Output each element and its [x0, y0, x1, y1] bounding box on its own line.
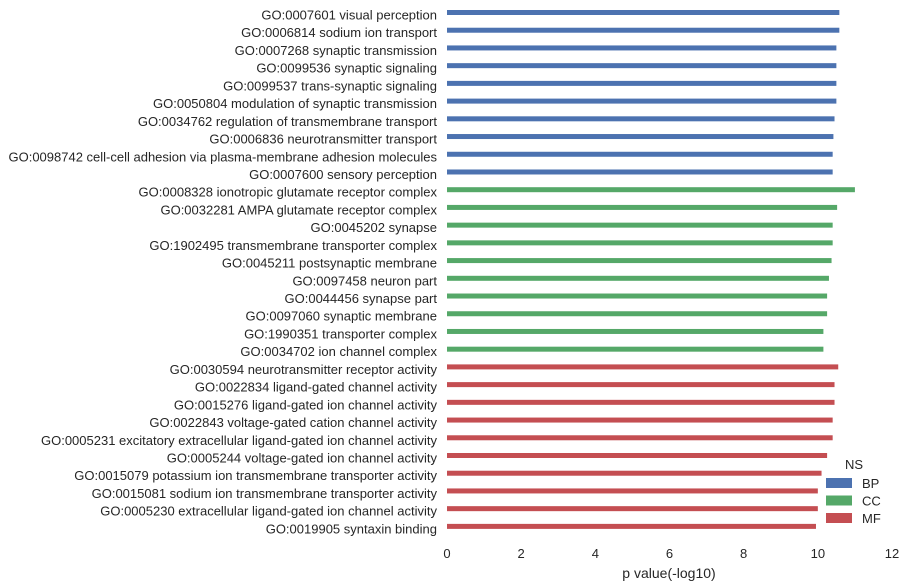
category-label: GO:0032281 AMPA glutamate receptor compl…: [160, 202, 437, 217]
category-label: GO:0007601 visual perception: [261, 8, 437, 23]
category-label: GO:0005244 voltage-gated ion channel act…: [167, 451, 438, 466]
bar: [447, 45, 837, 51]
category-label: GO:0044456 synapse part: [285, 291, 438, 306]
category-label: GO:0045202 synapse: [311, 220, 437, 235]
legend-swatch: [826, 495, 852, 506]
x-axis-ticks: 0 2 4 6 8 10 12: [443, 546, 899, 561]
category-label: GO:0005231 excitatory extracellular liga…: [41, 433, 438, 448]
category-label: GO:0034762 regulation of transmembrane t…: [138, 114, 438, 129]
bar: [447, 222, 833, 228]
x-tick-label: 6: [666, 546, 673, 561]
category-labels: GO:0007601 visual perception GO:0006814 s…: [8, 8, 437, 537]
x-tick-label: 0: [443, 546, 450, 561]
bar: [447, 187, 855, 193]
bar: [447, 240, 833, 246]
category-label: GO:1902495 transmembrane transporter com…: [149, 238, 437, 253]
category-label: GO:0097458 neuron part: [292, 273, 437, 288]
bar: [447, 204, 838, 210]
bar: [447, 80, 837, 86]
category-label: GO:0050804 modulation of synaptic transm…: [153, 96, 437, 111]
x-tick-label: 10: [811, 546, 825, 561]
category-label: GO:0006814 sodium ion transport: [241, 25, 437, 40]
x-tick-label: 4: [592, 546, 599, 561]
category-label: GO:0022843 voltage-gated cation channel …: [149, 415, 437, 430]
legend-swatch: [826, 478, 852, 488]
legend-label: MF: [862, 511, 881, 526]
x-axis-title: p value(-log10): [622, 565, 715, 581]
category-label: GO:0008328 ionotropic glutamate receptor…: [139, 185, 438, 200]
category-label: GO:0098742 cell-cell adhesion via plasma…: [8, 149, 437, 164]
category-label: GO:0006836 neurotransmitter transport: [209, 132, 437, 147]
bars-group: [447, 10, 855, 529]
x-tick-label: 8: [740, 546, 747, 561]
bar: [447, 134, 834, 140]
category-label: GO:0022834 ligand-gated channel activity: [195, 380, 438, 395]
bar: [447, 364, 839, 370]
bar: [447, 169, 833, 175]
category-label: GO:0099536 synaptic signaling: [256, 61, 437, 76]
bar: [447, 151, 833, 157]
x-tick-label: 12: [885, 546, 899, 561]
legend-swatch: [826, 513, 852, 523]
x-tick-label: 2: [518, 546, 525, 561]
bar: [447, 275, 829, 281]
bar: [447, 382, 835, 388]
bar: [447, 453, 828, 458]
bar: [447, 417, 833, 423]
category-label: GO:0007268 synaptic transmission: [235, 43, 437, 58]
category-label: GO:0015081 sodium ion transmembrane tran…: [92, 486, 438, 501]
bar: [447, 116, 835, 122]
category-label: GO:0015276 ligand-gated ion channel acti…: [174, 397, 438, 412]
category-label: GO:0097060 synaptic membrane: [246, 309, 438, 324]
legend: NS BP CC MF: [826, 457, 881, 526]
category-label: GO:0030594 neurotransmitter receptor act…: [170, 362, 438, 377]
category-label: GO:0015079 potassium ion transmembrane t…: [74, 468, 437, 483]
legend-label: CC: [862, 494, 881, 509]
bar: [447, 435, 833, 441]
bar: [447, 470, 822, 476]
category-label: GO:0034702 ion channel complex: [240, 344, 437, 359]
bar: [447, 258, 832, 264]
category-label: GO:0099537 trans-synaptic signaling: [223, 78, 437, 93]
bar: [447, 27, 840, 33]
bar: [447, 328, 824, 334]
legend-label: BP: [862, 476, 879, 491]
bar: [447, 523, 816, 529]
category-label: GO:0045211 postsynaptic membrane: [222, 256, 437, 271]
bar: [447, 488, 818, 494]
bar: [447, 311, 828, 317]
category-label: GO:0007600 sensory perception: [249, 167, 437, 182]
bar: [447, 506, 818, 512]
bar: [447, 399, 835, 405]
bar: [447, 293, 828, 299]
bar: [447, 98, 837, 104]
category-label: GO:0005230 extracellular ligand-gated io…: [100, 504, 437, 519]
bar: [447, 10, 840, 15]
category-label: GO:1990351 transporter complex: [244, 326, 437, 341]
bar: [447, 63, 837, 69]
legend-title: NS: [845, 457, 863, 472]
bar: [447, 346, 824, 352]
category-label: GO:0019905 syntaxin binding: [266, 521, 437, 536]
